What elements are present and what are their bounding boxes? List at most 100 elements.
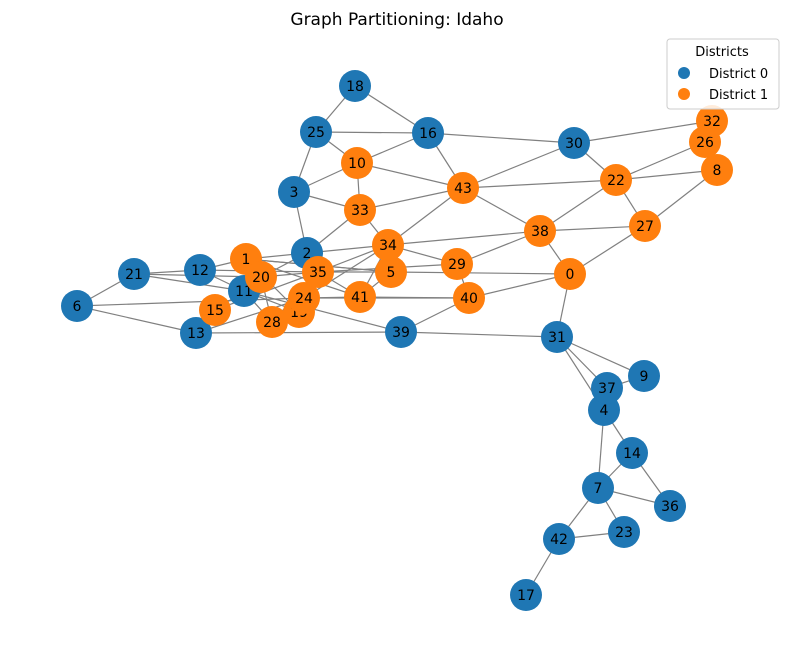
- node-circle-41: [344, 281, 376, 313]
- node-circle-5: [375, 256, 407, 288]
- node-label-28: 28: [263, 315, 281, 331]
- node-33: 33: [344, 194, 376, 226]
- node-label-24: 24: [295, 291, 313, 307]
- edge-30-32: [573, 120, 713, 144]
- node-39: 39: [385, 316, 417, 348]
- edge-22-43: [462, 179, 617, 189]
- node-label-18: 18: [346, 79, 364, 95]
- node-label-6: 6: [73, 299, 82, 315]
- node-label-36: 36: [661, 499, 679, 515]
- node-14: 14: [616, 437, 648, 469]
- node-label-14: 14: [623, 446, 641, 462]
- node-label-2: 2: [303, 246, 312, 262]
- node-9: 9: [628, 360, 660, 392]
- node-17: 17: [510, 579, 542, 611]
- node-label-16: 16: [419, 126, 437, 142]
- node-22: 22: [600, 164, 632, 196]
- legend-marker-district-0: [678, 67, 690, 79]
- nodes-layer: 0123456789101112131415161718192021222324…: [61, 70, 733, 611]
- node-label-15: 15: [206, 303, 224, 319]
- node-label-13: 13: [187, 326, 205, 342]
- node-42: 42: [543, 523, 575, 555]
- node-label-12: 12: [191, 263, 209, 279]
- node-label-20: 20: [252, 270, 270, 286]
- node-label-10: 10: [348, 156, 366, 172]
- node-label-17: 17: [517, 588, 535, 604]
- node-circle-10: [341, 147, 373, 179]
- node-circle-18: [339, 70, 371, 102]
- node-circle-7: [582, 472, 614, 504]
- node-label-32: 32: [703, 114, 721, 130]
- node-label-0: 0: [566, 267, 575, 283]
- node-label-39: 39: [392, 325, 410, 341]
- node-43: 43: [447, 172, 479, 204]
- legend-label-district-1: District 1: [709, 88, 768, 103]
- edge-16-30: [427, 132, 575, 144]
- node-29: 29: [441, 248, 473, 280]
- node-30: 30: [558, 127, 590, 159]
- node-circle-28: [256, 306, 288, 338]
- node-circle-32: [696, 105, 728, 137]
- node-40: 40: [453, 282, 485, 314]
- node-8: 8: [701, 154, 733, 186]
- node-label-35: 35: [309, 265, 327, 281]
- edge-8-22: [615, 169, 718, 181]
- node-7: 7: [582, 472, 614, 504]
- node-38: 38: [524, 215, 556, 247]
- legend-box: [666, 38, 780, 110]
- node-3: 3: [278, 176, 310, 208]
- node-circle-35: [302, 256, 334, 288]
- node-circle-22: [600, 164, 632, 196]
- node-27: 27: [629, 210, 661, 242]
- node-circle-33: [344, 194, 376, 226]
- node-31: 31: [541, 321, 573, 353]
- node-circle-12: [184, 254, 216, 286]
- edge-5-0: [390, 271, 571, 275]
- node-15: 15: [199, 294, 231, 326]
- legend-label-district-0: District 0: [709, 67, 768, 82]
- graph-title: Graph Partitioning: Idaho: [290, 10, 503, 30]
- edge-26-22: [615, 141, 706, 181]
- node-circle-40: [453, 282, 485, 314]
- node-label-33: 33: [351, 203, 369, 219]
- node-label-34: 34: [379, 238, 397, 254]
- node-21: 21: [118, 258, 150, 290]
- node-circle-0: [554, 258, 586, 290]
- node-label-7: 7: [594, 481, 603, 497]
- node-circle-6: [61, 290, 93, 322]
- node-circle-24: [288, 282, 320, 314]
- edge-21-11: [133, 273, 245, 292]
- node-circle-43: [447, 172, 479, 204]
- node-24: 24: [288, 282, 320, 314]
- edge-43-33: [359, 187, 464, 211]
- node-circle-30: [558, 127, 590, 159]
- node-37: 37: [591, 372, 623, 404]
- node-circle-29: [441, 248, 473, 280]
- node-28: 28: [256, 306, 288, 338]
- node-10: 10: [341, 147, 373, 179]
- node-circle-16: [412, 117, 444, 149]
- node-label-26: 26: [696, 135, 714, 151]
- node-label-9: 9: [640, 369, 649, 385]
- edge-30-43: [462, 142, 575, 189]
- node-25: 25: [300, 116, 332, 148]
- node-18: 18: [339, 70, 371, 102]
- legend-marker-district-1: [678, 88, 690, 100]
- node-circle-38: [524, 215, 556, 247]
- edge-39-11: [243, 290, 402, 333]
- node-label-11: 11: [235, 284, 253, 300]
- node-circle-20: [245, 261, 277, 293]
- legend-title: Districts: [695, 45, 749, 60]
- node-label-38: 38: [531, 224, 549, 240]
- node-label-41: 41: [351, 290, 369, 306]
- node-label-29: 29: [448, 257, 466, 273]
- node-circle-31: [541, 321, 573, 353]
- node-label-40: 40: [460, 291, 478, 307]
- node-label-30: 30: [565, 136, 583, 152]
- node-35: 35: [302, 256, 334, 288]
- node-label-37: 37: [598, 381, 616, 397]
- node-label-22: 22: [607, 173, 625, 189]
- node-circle-34: [372, 229, 404, 261]
- edge-38-27: [539, 225, 646, 232]
- node-36: 36: [654, 490, 686, 522]
